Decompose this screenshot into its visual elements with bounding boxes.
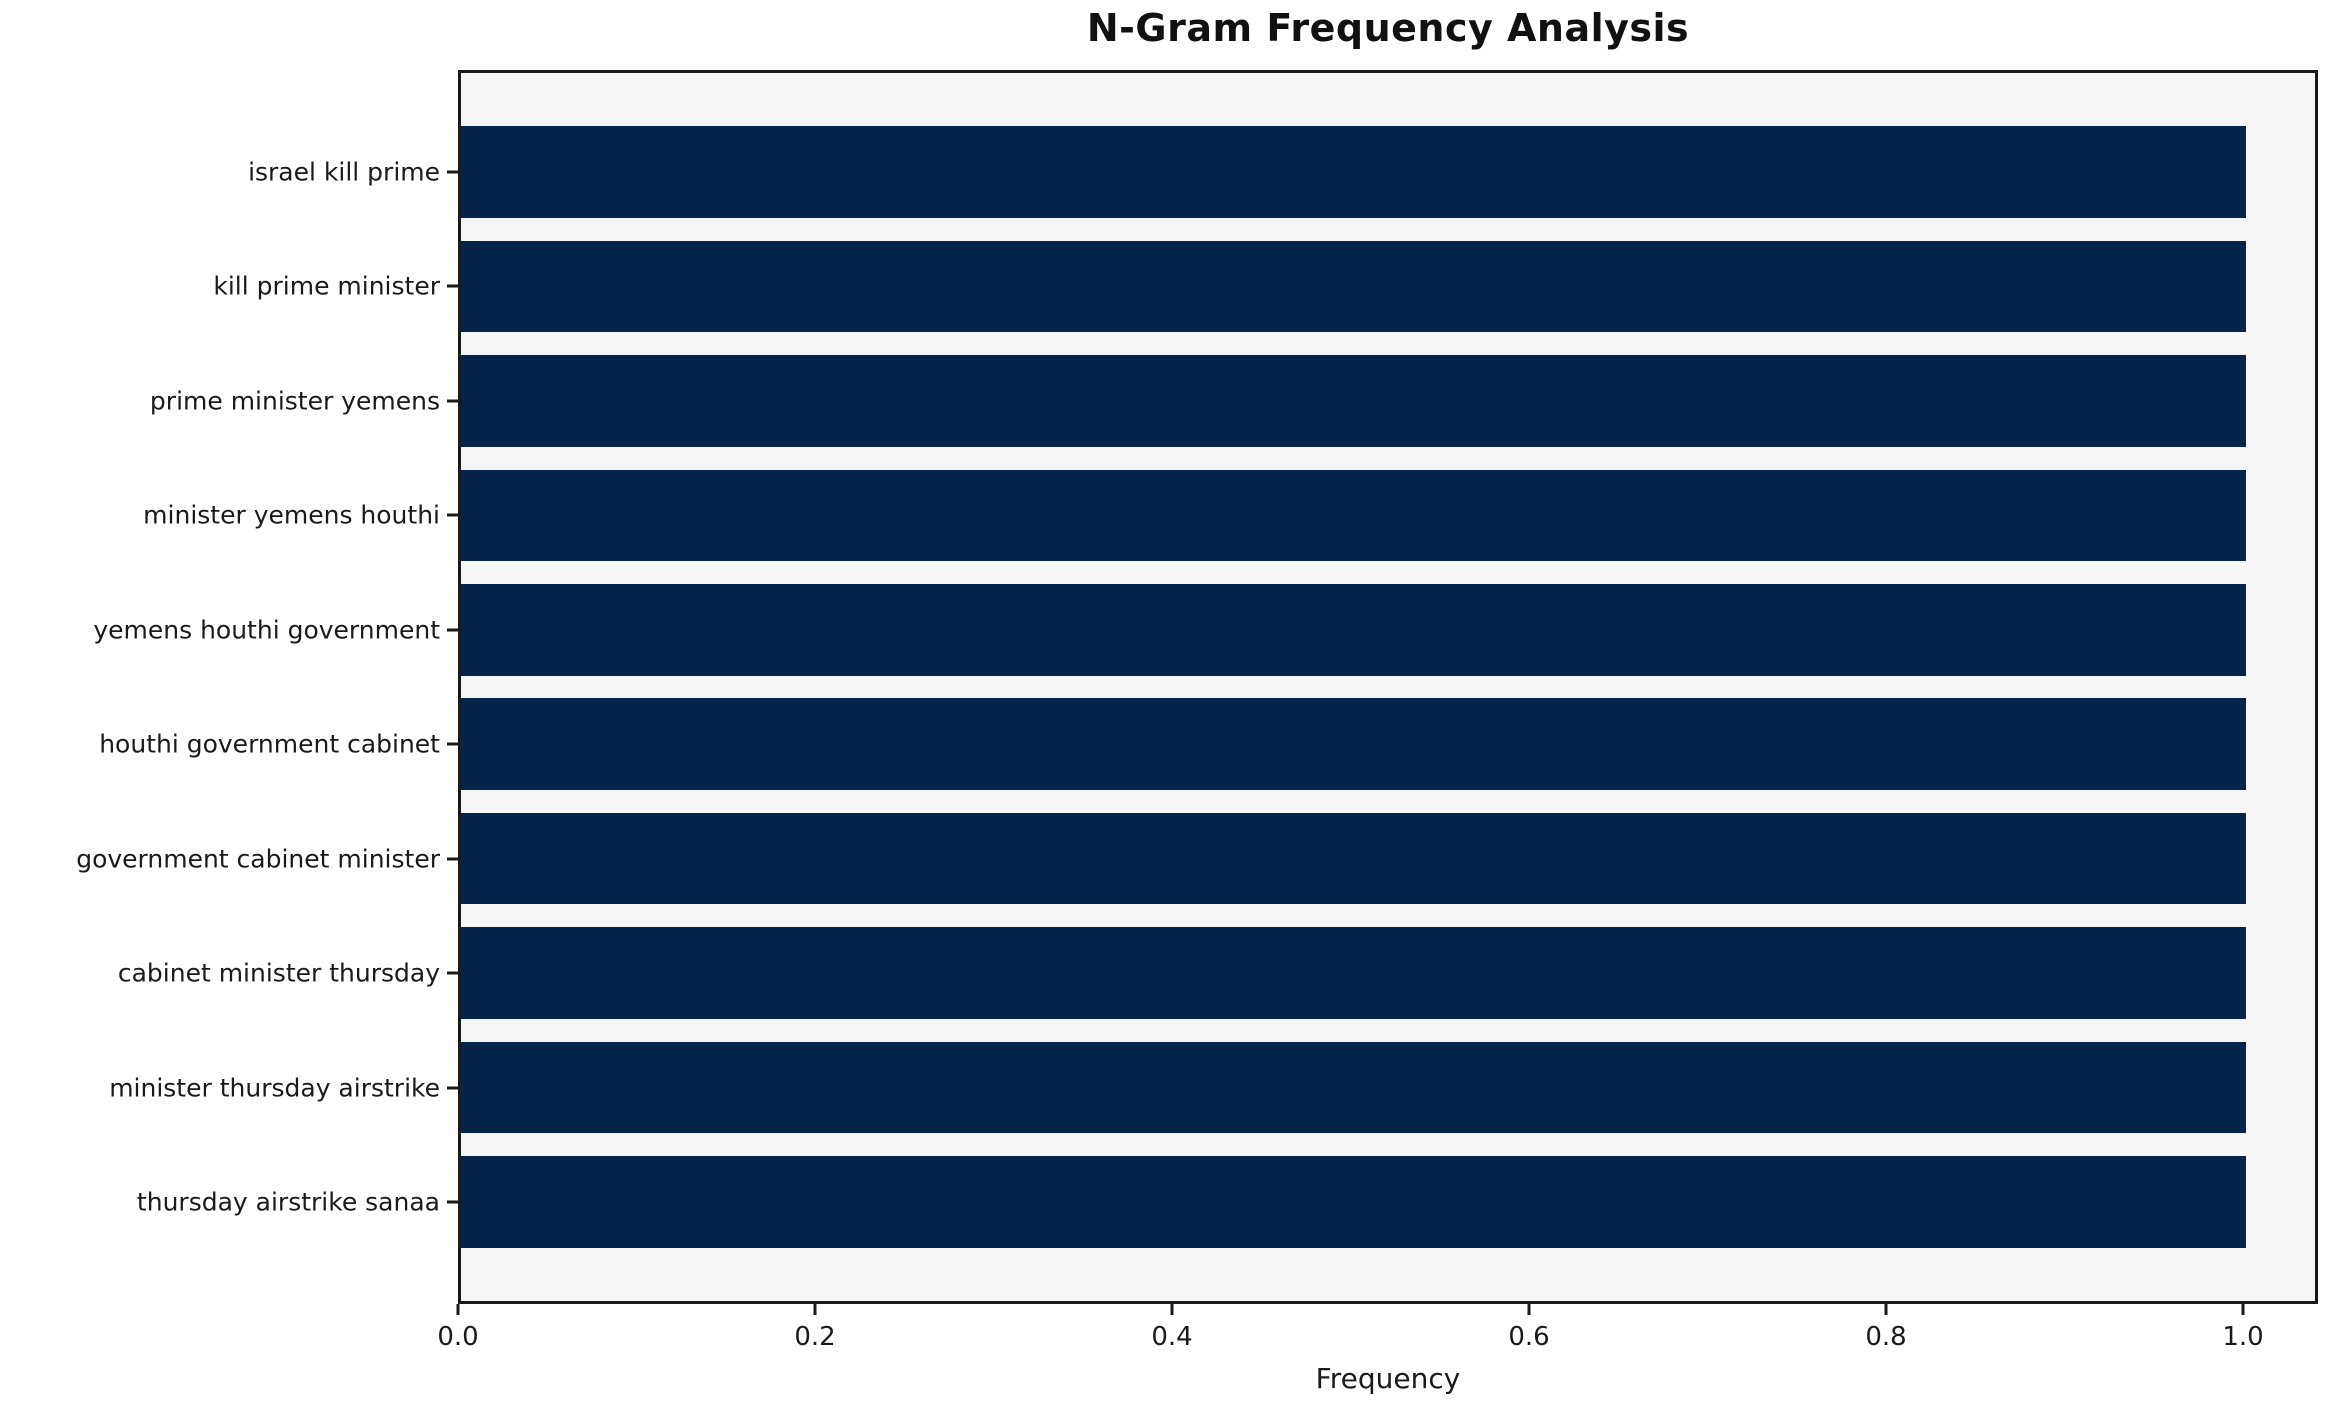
ytick-label: israel kill prime [248,157,440,187]
ytick-label: thursday airstrike sanaa [136,1187,440,1217]
bar [461,355,2247,447]
ytick-label: cabinet minister thursday [117,958,440,988]
ytick-label: kill prime minister [213,271,440,301]
xtick-mark [456,1304,460,1315]
xtick-label: 0.0 [437,1322,479,1352]
bar [461,927,2247,1019]
xtick-label: 1.0 [2222,1322,2264,1352]
xtick-mark [1527,1304,1531,1315]
xtick-mark [1884,1304,1888,1315]
ytick-mark [447,628,458,632]
ytick-mark [447,1200,458,1204]
ytick-mark [447,971,458,975]
xtick-label: 0.6 [1508,1322,1550,1352]
bar [461,126,2247,218]
xtick-mark [813,1304,817,1315]
bar [461,1156,2247,1248]
xtick-mark [2241,1304,2245,1315]
bar [461,583,2247,676]
ytick-mark [447,284,458,288]
bar [461,240,2247,333]
ytick-label: prime minister yemens [149,386,440,416]
ytick-label: minister thursday airstrike [109,1073,440,1103]
x-axis-title: Frequency [1315,1362,1461,1395]
plot-area [458,70,2318,1304]
ytick-mark [447,170,458,174]
bar [461,698,2247,790]
ytick-mark [447,399,458,403]
bar [461,812,2247,905]
xtick-label: 0.2 [794,1322,836,1352]
ytick-mark [447,1086,458,1090]
xtick-label: 0.4 [1151,1322,1193,1352]
xtick-mark [1170,1304,1174,1315]
xtick-label: 0.8 [1865,1322,1907,1352]
ytick-label: yemens houthi government [93,615,440,645]
ytick-label: government cabinet minister [76,844,440,874]
bar [461,469,2247,562]
chart-title: N-Gram Frequency Analysis [1086,6,1690,50]
ytick-mark [447,513,458,517]
ytick-label: houthi government cabinet [99,729,440,759]
bar [461,1041,2247,1134]
ytick-label: minister yemens houthi [143,500,440,530]
ytick-mark [447,857,458,861]
ytick-mark [447,742,458,746]
